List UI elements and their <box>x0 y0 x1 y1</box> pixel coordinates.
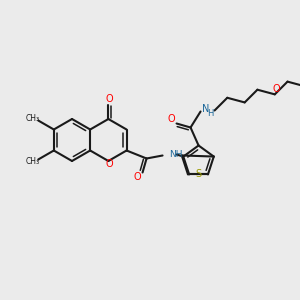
Text: CH₃: CH₃ <box>25 114 39 123</box>
Text: O: O <box>273 84 280 94</box>
Text: N: N <box>202 104 209 115</box>
Text: O: O <box>106 159 113 169</box>
Text: O: O <box>134 172 141 182</box>
Text: CH₃: CH₃ <box>25 157 39 166</box>
Text: S: S <box>196 169 202 179</box>
Text: O: O <box>106 94 113 104</box>
Text: NH: NH <box>169 150 183 159</box>
Text: O: O <box>168 115 176 124</box>
Text: H: H <box>207 109 214 118</box>
